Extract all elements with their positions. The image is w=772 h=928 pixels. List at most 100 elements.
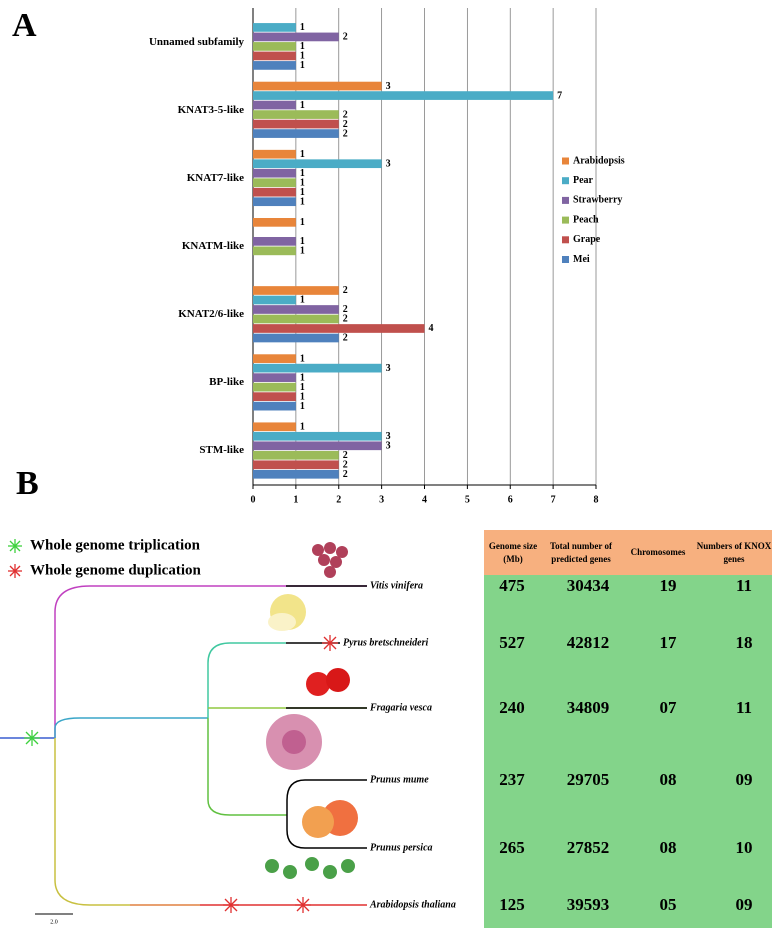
bar [253, 197, 296, 207]
data-label: 2 [343, 285, 348, 296]
bar [253, 431, 382, 441]
data-label: 7 [557, 90, 562, 101]
bar [253, 129, 339, 138]
table-cell: 08 [659, 838, 677, 857]
scale-label: 2.0 [50, 919, 58, 925]
table-cell: 30434 [566, 576, 610, 595]
column-header: Numbers of KNOX genes [696, 530, 772, 575]
bar [253, 422, 296, 432]
bar [253, 363, 382, 373]
table-cell: 125 [499, 895, 525, 914]
plant-icons [265, 542, 358, 879]
data-label: 3 [386, 440, 391, 451]
bar [253, 32, 339, 42]
table-cell: 34809 [566, 698, 610, 717]
species-label: Fragaria vesca [369, 702, 432, 713]
x-tick-label: 4 [422, 494, 427, 505]
data-label: 1 [300, 246, 305, 257]
bar [253, 218, 296, 227]
table-cell: 39593 [566, 895, 610, 914]
species-label: Prunus persica [370, 842, 433, 853]
legend-label: Grape [573, 234, 601, 245]
data-label: 2 [343, 469, 348, 480]
bar [253, 178, 296, 188]
bar [253, 168, 296, 178]
bar [253, 314, 339, 324]
table-cell: 09 [735, 770, 753, 789]
bar [253, 324, 425, 333]
data-label: 1 [300, 236, 305, 247]
bar [253, 23, 296, 32]
x-tick-label: 7 [551, 494, 556, 505]
table-cell: 08 [659, 770, 677, 789]
legend-swatch [562, 177, 569, 185]
category-label: KNAT7-like [186, 171, 244, 184]
legend-label: Whole genome triplication [30, 537, 201, 553]
data-label: 1 [300, 295, 305, 306]
bar [253, 392, 296, 401]
data-label: 1 [300, 41, 305, 52]
data-label: 1 [300, 401, 305, 412]
legend-swatch [562, 236, 569, 244]
bar [253, 100, 296, 110]
data-label: 1 [300, 177, 305, 188]
table-cell: 265 [499, 838, 525, 857]
category-label: KNATM-like [181, 240, 244, 252]
table-cell: 29705 [566, 770, 610, 789]
x-tick-label: 0 [251, 494, 256, 505]
bar [253, 333, 339, 343]
category-label: KNAT3-5-like [177, 103, 244, 116]
data-label: 4 [429, 323, 434, 334]
table-cell: 05 [659, 895, 677, 914]
species-label: Arabidopsis thaliana [369, 899, 456, 910]
data-label: 3 [386, 431, 391, 442]
data-label: 2 [343, 450, 348, 461]
bar [253, 110, 339, 119]
bar [253, 382, 296, 392]
legend-label: Arabidopsis [573, 155, 625, 166]
data-label: 2 [343, 128, 348, 139]
legend-label: Strawberry [573, 195, 622, 206]
data-label: 2 [343, 32, 348, 43]
panel-label: B [16, 465, 39, 502]
bar [253, 119, 339, 129]
data-label: 3 [386, 158, 391, 169]
data-label: 1 [300, 149, 305, 160]
category-label: KNAT2/6-like [178, 308, 244, 321]
data-label: 1 [300, 22, 305, 33]
category-label: Unnamed subfamily [148, 35, 244, 48]
legend-swatch [562, 256, 569, 263]
bar [253, 460, 339, 470]
category-label: STM-like [199, 444, 244, 457]
table-cell: 475 [499, 576, 525, 595]
legend-label: Pear [573, 175, 594, 186]
bar [253, 42, 296, 51]
data-label: 1 [300, 196, 305, 207]
species-label: Pyrus bretschneideri [343, 637, 429, 648]
data-label: 1 [300, 391, 305, 402]
duplication-star [8, 564, 22, 578]
bar [253, 61, 296, 70]
table-cell: 17 [659, 633, 677, 652]
bar [253, 187, 296, 197]
data-label: 1 [300, 372, 305, 383]
legend-label: Peach [573, 214, 599, 225]
data-label: 2 [343, 109, 348, 120]
bar [253, 246, 296, 256]
bar [253, 450, 339, 460]
data-label: 1 [300, 168, 305, 179]
column-header: Chromosomes [620, 530, 696, 575]
triplication-star [24, 730, 40, 746]
table-cell: 18 [735, 633, 753, 652]
bar [253, 305, 339, 314]
table-cell: 527 [499, 633, 525, 652]
x-tick-label: 8 [594, 494, 599, 505]
legend-swatch [562, 216, 569, 224]
data-label: 1 [300, 353, 305, 364]
table-cell: 11 [735, 576, 753, 595]
bar [253, 469, 339, 479]
data-label: 2 [343, 459, 348, 470]
data-label: 2 [343, 314, 348, 325]
table-cell: 42812 [566, 633, 610, 652]
